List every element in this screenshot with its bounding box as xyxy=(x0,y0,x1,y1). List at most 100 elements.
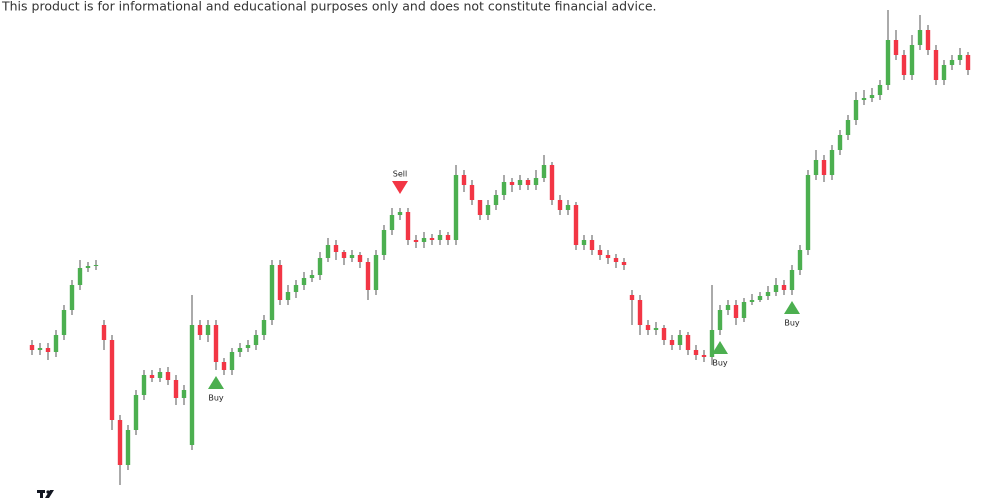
candle-body xyxy=(901,55,907,75)
candle-body xyxy=(317,258,323,275)
candle-body xyxy=(549,165,555,200)
candle-body xyxy=(717,310,723,330)
candle-body xyxy=(301,278,307,285)
candle-body xyxy=(461,175,467,185)
candle-body xyxy=(125,430,131,465)
candle-body xyxy=(357,255,363,262)
buy-label: Buy xyxy=(208,394,224,403)
candle-body xyxy=(621,262,627,265)
candle-body xyxy=(789,270,795,290)
candle-body xyxy=(445,235,451,240)
candle-body xyxy=(373,255,379,290)
candle-body xyxy=(637,300,643,325)
candle-body xyxy=(365,262,371,290)
candle-body xyxy=(413,240,419,242)
candle-body xyxy=(501,182,507,195)
candle-body xyxy=(237,348,243,352)
candle-body xyxy=(957,55,963,60)
candle-body xyxy=(581,240,587,245)
candle-body xyxy=(597,250,603,255)
candle-body xyxy=(805,175,811,250)
candle-body xyxy=(845,120,851,135)
candle-body xyxy=(733,305,739,318)
candle-body xyxy=(453,175,459,240)
candle-body xyxy=(949,60,955,65)
buy-label: Buy xyxy=(784,319,800,328)
candle-body xyxy=(573,205,579,245)
candle-body xyxy=(325,245,331,258)
candle-body xyxy=(749,300,755,302)
candle-body xyxy=(837,135,843,150)
buy-marker xyxy=(784,301,800,314)
candle-body xyxy=(61,310,67,335)
candle-body xyxy=(533,178,539,185)
candle-body xyxy=(45,348,51,352)
candle-body xyxy=(133,395,139,430)
candle-body xyxy=(109,340,115,420)
candle-body xyxy=(117,420,123,465)
buy-label: Buy xyxy=(712,359,728,368)
candle-body xyxy=(277,265,283,300)
candle-body xyxy=(269,265,275,320)
candle-body xyxy=(629,295,635,300)
candle-body xyxy=(613,258,619,262)
candle-body xyxy=(261,320,267,335)
candle-body xyxy=(213,325,219,362)
candle-body xyxy=(437,235,443,240)
candle-body xyxy=(381,230,387,255)
candle-body xyxy=(677,335,683,345)
candle-body xyxy=(933,50,939,80)
candle-body xyxy=(349,255,355,258)
candle-body xyxy=(293,285,299,292)
candle-body xyxy=(173,380,179,398)
candle-body xyxy=(221,362,227,370)
buy-marker xyxy=(712,341,728,354)
candle-body xyxy=(917,30,923,45)
candle-body xyxy=(557,200,563,210)
candle-body xyxy=(309,275,315,278)
candle-body xyxy=(229,352,235,370)
candle-body xyxy=(53,335,59,352)
candle-body xyxy=(69,285,75,310)
candle-body xyxy=(925,30,931,50)
candle-body xyxy=(965,55,971,70)
candle-body xyxy=(493,195,499,205)
candle-body xyxy=(829,150,835,175)
candle-body xyxy=(509,182,515,185)
candle-body xyxy=(189,325,195,445)
candle-body xyxy=(405,212,411,240)
candle-body xyxy=(485,205,491,215)
candle-body xyxy=(245,345,251,348)
candle-body xyxy=(821,160,827,175)
candle-body xyxy=(741,302,747,318)
candle-body xyxy=(29,345,35,350)
candle-body xyxy=(525,180,531,185)
candle-body xyxy=(725,305,731,310)
candle-body xyxy=(165,372,171,380)
candle-body xyxy=(85,266,91,268)
candle-body xyxy=(565,205,571,210)
candle-body xyxy=(421,238,427,242)
candle-body xyxy=(893,40,899,55)
candle-body xyxy=(861,98,867,100)
candle-body xyxy=(477,200,483,215)
candle-body xyxy=(341,252,347,258)
candle-body xyxy=(389,215,395,230)
candle-body xyxy=(589,240,595,250)
buy-marker xyxy=(208,376,224,389)
candle-body xyxy=(693,350,699,355)
candle-body xyxy=(877,85,883,95)
candle-body xyxy=(285,292,291,300)
candle-body xyxy=(517,180,523,185)
candle-body xyxy=(37,348,43,350)
candle-body xyxy=(197,325,203,335)
candle-body xyxy=(765,292,771,296)
candle-body xyxy=(661,328,667,340)
candle-body xyxy=(685,335,691,350)
candle-body xyxy=(941,65,947,80)
candle-body xyxy=(397,212,403,215)
candle-body xyxy=(333,245,339,252)
logo xyxy=(37,490,54,498)
